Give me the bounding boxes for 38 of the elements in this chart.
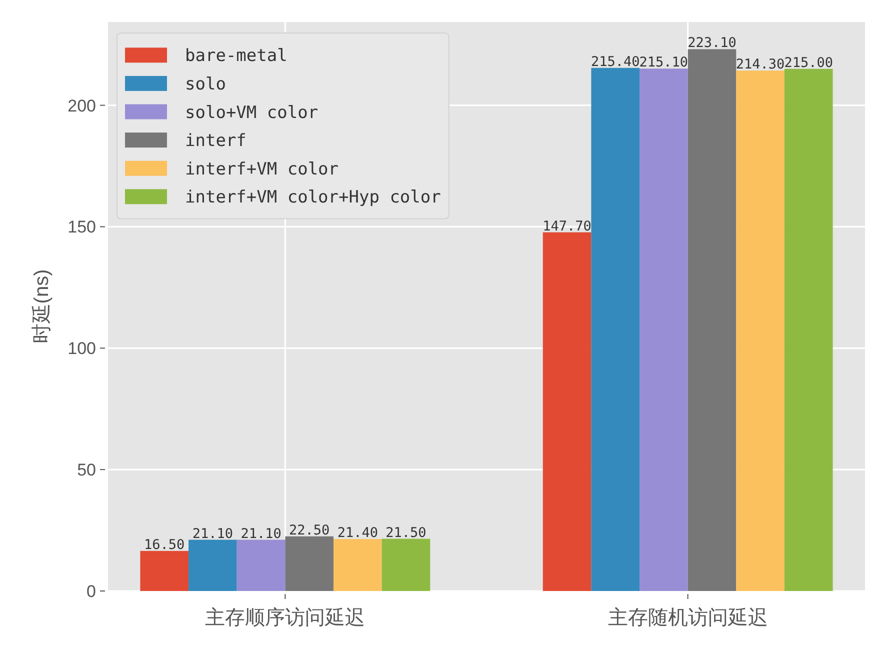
bar	[688, 49, 736, 591]
data-label: 16.50	[144, 536, 185, 553]
x-tick-label: 主存随机访问延迟	[608, 606, 768, 629]
bar	[736, 70, 784, 591]
y-tick-label: 150	[68, 218, 96, 237]
data-label: 22.50	[289, 522, 330, 538]
y-axis-title: 时延(ns)	[31, 269, 53, 344]
data-label: 215.10	[639, 54, 688, 71]
legend-label: interf+VM color	[185, 159, 339, 180]
y-tick-label: 50	[77, 460, 96, 480]
bar	[333, 539, 382, 591]
legend-label: solo	[185, 74, 226, 94]
y-tick-label: 100	[68, 339, 96, 358]
bar	[140, 550, 189, 591]
bar	[382, 538, 430, 591]
y-tick-label: 200	[68, 96, 96, 116]
y-tick-label: 0	[86, 582, 96, 601]
data-label: 21.50	[386, 524, 426, 541]
data-label: 214.30	[736, 56, 785, 73]
data-label: 215.40	[590, 54, 640, 70]
bar	[784, 68, 833, 591]
x-tick-label: 主存顺序访问延迟	[205, 606, 366, 629]
legend-label: solo+VM color	[185, 102, 318, 123]
bar	[542, 232, 592, 591]
legend-label: interf+VM color+Hyp color	[185, 188, 441, 208]
legend-label: interf	[185, 131, 246, 152]
bar	[640, 68, 688, 591]
legend-label: bare-metal	[185, 46, 288, 66]
data-label: 21.40	[337, 525, 378, 542]
bar	[188, 540, 237, 591]
data-label: 21.10	[192, 526, 234, 542]
data-label: 215.00	[784, 54, 834, 71]
data-label: 21.10	[240, 526, 282, 542]
bar	[591, 68, 640, 591]
bar	[236, 540, 286, 591]
data-label: 147.70	[542, 218, 592, 234]
data-label: 223.10	[688, 35, 736, 52]
bar	[285, 536, 334, 591]
